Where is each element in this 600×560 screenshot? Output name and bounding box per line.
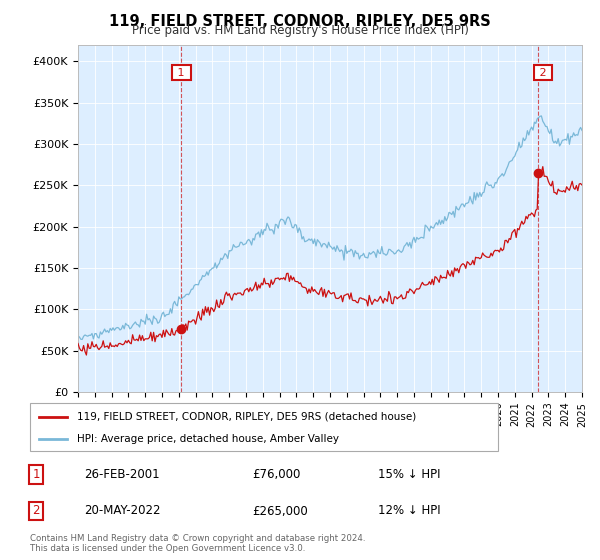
Text: 1: 1 <box>175 68 188 78</box>
Text: £76,000: £76,000 <box>252 468 301 481</box>
Text: 12% ↓ HPI: 12% ↓ HPI <box>378 505 440 517</box>
Text: 20-MAY-2022: 20-MAY-2022 <box>84 505 161 517</box>
Text: £265,000: £265,000 <box>252 505 308 517</box>
Text: 15% ↓ HPI: 15% ↓ HPI <box>378 468 440 481</box>
Text: 119, FIELD STREET, CODNOR, RIPLEY, DE5 9RS (detached house): 119, FIELD STREET, CODNOR, RIPLEY, DE5 9… <box>77 412 416 422</box>
Text: 26-FEB-2001: 26-FEB-2001 <box>84 468 160 481</box>
Text: Contains HM Land Registry data © Crown copyright and database right 2024.
This d: Contains HM Land Registry data © Crown c… <box>30 534 365 553</box>
Text: Price paid vs. HM Land Registry's House Price Index (HPI): Price paid vs. HM Land Registry's House … <box>131 24 469 36</box>
Text: HPI: Average price, detached house, Amber Valley: HPI: Average price, detached house, Ambe… <box>77 434 339 444</box>
Text: 2: 2 <box>32 505 40 517</box>
Text: 1: 1 <box>32 468 40 481</box>
FancyBboxPatch shape <box>30 403 498 451</box>
Text: 2: 2 <box>536 68 550 78</box>
Text: 119, FIELD STREET, CODNOR, RIPLEY, DE5 9RS: 119, FIELD STREET, CODNOR, RIPLEY, DE5 9… <box>109 14 491 29</box>
